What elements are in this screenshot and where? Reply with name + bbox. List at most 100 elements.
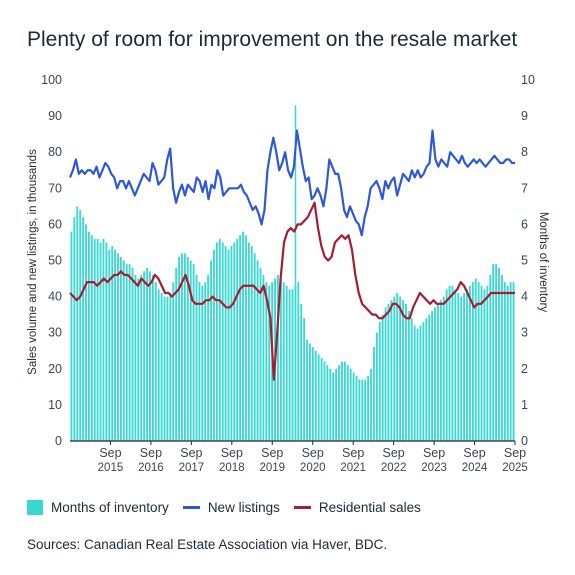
y-axis-left-ticks: 0 10 20 30 40 50 60 70 80 90 100: [41, 73, 62, 448]
inventory-bar: [428, 314, 431, 441]
inventory-bar: [151, 274, 154, 441]
inventory-bar: [262, 274, 265, 441]
inventory-bar: [457, 292, 460, 441]
y-tick-left: 10: [48, 398, 62, 412]
inventory-bar: [454, 289, 457, 441]
y-tick-left: 30: [48, 326, 62, 340]
legend-item-new-listings: New listings: [182, 500, 280, 515]
inventory-bar: [338, 365, 340, 441]
inventory-bar: [204, 282, 207, 441]
inventory-bar: [431, 311, 434, 441]
inventory-bar: [160, 292, 163, 441]
inventory-bar: [218, 238, 221, 441]
inventory-bar: [224, 246, 227, 441]
x-tick-year: 2021: [340, 462, 366, 474]
inventory-bar: [436, 303, 439, 441]
inventory-bar: [384, 307, 387, 441]
inventory-bar: [460, 296, 463, 441]
inventory-bar: [242, 231, 244, 441]
inventory-bar: [221, 242, 224, 441]
inventory-bar: [503, 282, 506, 441]
inventory-bar: [349, 368, 352, 441]
inventory-bar: [99, 242, 102, 441]
inventory-bar: [163, 296, 166, 441]
inventory-bar: [506, 285, 509, 441]
x-tick-label: Sep: [221, 446, 243, 460]
x-tick-year: 2020: [300, 462, 326, 474]
inventory-bar: [300, 303, 303, 441]
y-tick-right: 2: [521, 362, 528, 376]
inventory-bar: [477, 282, 480, 441]
inventory-bar: [210, 260, 212, 441]
inventory-bar: [405, 303, 407, 441]
inventory-bar: [378, 321, 381, 441]
x-tick-label: Sep: [383, 446, 405, 460]
legend-item-residential-sales: Residential sales: [293, 500, 421, 515]
y-tick-right: 6: [521, 217, 528, 231]
inventory-bar: [486, 285, 489, 441]
inventory-bar: [85, 224, 87, 441]
inventory-bar: [285, 285, 288, 441]
y-tick-left: 50: [48, 254, 62, 268]
inventory-bar: [303, 318, 306, 441]
legend-label-inventory: Months of inventory: [51, 500, 169, 515]
x-tick-label: Sep: [342, 446, 364, 460]
source-note: Sources: Canadian Real Estate Associatio…: [27, 537, 388, 552]
inventory-bar: [399, 296, 402, 441]
inventory-bar: [311, 347, 314, 441]
inventory-bar: [468, 285, 471, 441]
new-listings-line: [68, 129, 515, 237]
inventory-bar: [512, 282, 515, 441]
x-tick-year: 2019: [259, 462, 285, 474]
y-tick-right: 10: [521, 73, 535, 87]
inventory-bar: [466, 289, 468, 441]
inventory-bar: [259, 267, 262, 441]
inventory-bar: [390, 300, 393, 441]
y-tick-left: 60: [48, 217, 62, 231]
inventory-bar: [410, 318, 413, 441]
inventory-bar: [314, 350, 317, 441]
inventory-bar: [413, 325, 416, 441]
inventory-bar: [87, 231, 90, 441]
inventory-bar: [387, 303, 390, 441]
inventory-bar: [291, 289, 294, 441]
inventory-bar: [131, 267, 134, 441]
inventory-bar: [358, 379, 361, 441]
y-tick-left: 100: [41, 73, 62, 87]
inventory-bar: [265, 282, 268, 441]
inventory-bar: [227, 249, 230, 441]
legend-swatch-new-listings: [182, 506, 200, 509]
inventory-bar: [90, 235, 93, 441]
y-axis-right-ticks: 0 1 2 3 4 5 6 7 8 9 10: [521, 73, 535, 448]
inventory-bar: [396, 292, 399, 441]
inventory-bar: [489, 274, 492, 441]
inventory-bar: [288, 289, 291, 441]
inventory-bar: [309, 343, 311, 441]
inventory-bar: [140, 274, 143, 441]
inventory-bar: [201, 285, 204, 441]
inventory-bar: [480, 285, 483, 441]
inventory-bar: [186, 256, 189, 441]
inventory-bar: [154, 282, 157, 441]
inventory-bar: [213, 249, 215, 441]
inventory-bar: [451, 285, 454, 441]
inventory-bar: [70, 231, 73, 441]
inventory-bar: [407, 311, 410, 441]
inventory-bar: [119, 256, 122, 441]
inventory-bar: [509, 282, 512, 441]
inventory-bar: [323, 361, 326, 441]
inventory-bar: [364, 379, 367, 441]
x-tick-label: Sep: [140, 446, 162, 460]
inventory-bar: [370, 368, 372, 441]
inventory-bar: [198, 282, 201, 441]
legend-label-new-listings: New listings: [207, 500, 280, 515]
inventory-bar: [102, 238, 105, 441]
x-tick-year: 2024: [462, 462, 488, 474]
inventory-bar: [332, 372, 335, 441]
inventory-bar: [422, 321, 425, 441]
inventory-bar: [297, 282, 300, 441]
inventory-bar: [230, 246, 233, 441]
legend-swatch-residential-sales: [293, 506, 311, 509]
y-tick-left: 90: [48, 109, 62, 123]
